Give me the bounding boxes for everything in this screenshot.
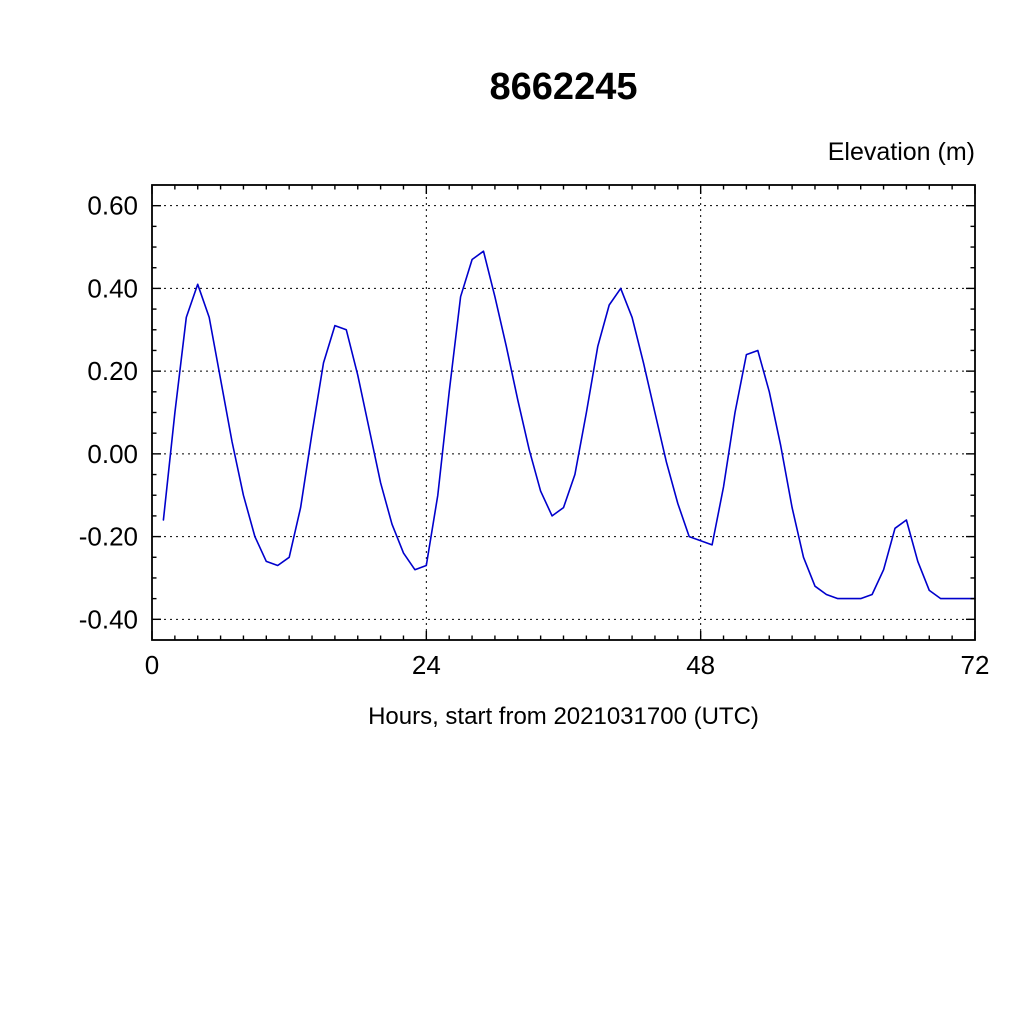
y-tick-label: 0.00	[87, 439, 138, 469]
y-tick-label: -0.20	[79, 522, 138, 552]
grid-layer	[152, 185, 975, 640]
tick-label-layer: -0.40 -0.20 0.00 0.20 0.40 0.60 0 24 48 72	[79, 191, 990, 680]
tick-layer	[151, 185, 976, 640]
y-tick-label: 0.40	[87, 273, 138, 303]
x-tick-label: 48	[686, 650, 715, 680]
x-tick-label: 72	[961, 650, 990, 680]
y-tick-label: 0.60	[87, 191, 138, 221]
y-tick-label: -0.40	[79, 604, 138, 634]
y-tick-label: 0.20	[87, 356, 138, 386]
x-tick-label: 0	[145, 650, 159, 680]
y-axis-title: Elevation (m)	[827, 138, 975, 166]
series-layer	[162, 250, 976, 600]
x-axis-title: Hours, start from 2021031700 (UTC)	[368, 703, 759, 730]
frame-layer	[151, 184, 976, 641]
x-tick-label: 24	[412, 650, 441, 680]
chart-title: 8662245	[489, 66, 638, 108]
